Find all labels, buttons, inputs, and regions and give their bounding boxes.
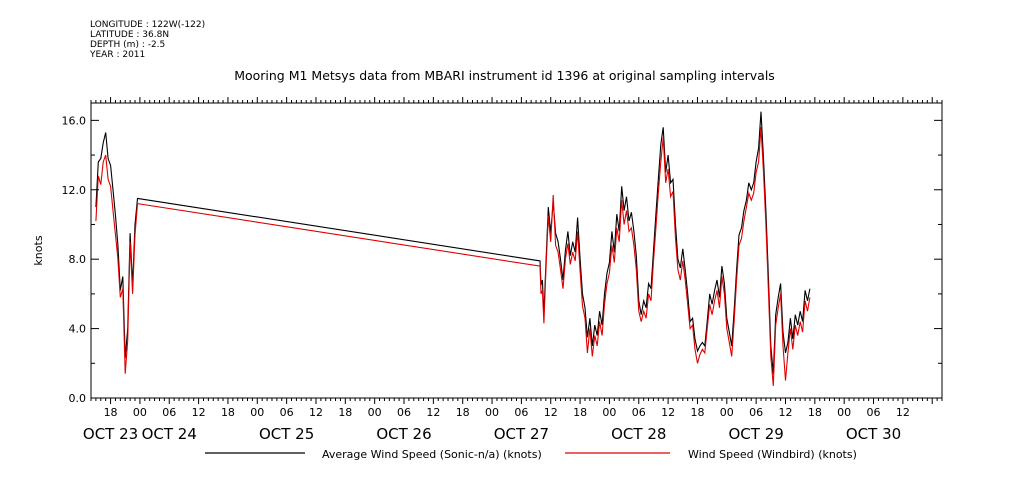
x-tick-label: 18 (221, 406, 235, 419)
x-day-label: OCT 27 (494, 425, 549, 443)
metadata-block: LONGITUDE : 122W(-122) LATITUDE : 36.8N … (90, 20, 205, 60)
x-tick-label: 06 (397, 406, 411, 419)
x-tick-label: 00 (133, 406, 147, 419)
legend-label-0: Average Wind Speed (Sonic-n/a) (knots) (322, 448, 542, 461)
y-tick-label: 16.0 (62, 114, 87, 127)
x-tick-label: 18 (573, 406, 587, 419)
x-tick-label: 12 (544, 406, 558, 419)
x-tick-label: 06 (162, 406, 176, 419)
y-tick-label: 12.0 (62, 184, 87, 197)
y-tick-label: 4.0 (69, 323, 87, 336)
x-tick-label: 06 (280, 406, 294, 419)
series-line-1 (95, 127, 811, 386)
x-tick-label: 18 (338, 406, 352, 419)
x-tick-label: 06 (632, 406, 646, 419)
year-text: YEAR : 2011 (90, 50, 146, 60)
x-tick-label: 00 (837, 406, 851, 419)
x-tick-label: 18 (104, 406, 118, 419)
x-tick-label: 00 (250, 406, 264, 419)
x-day-label: OCT 28 (611, 425, 666, 443)
x-tick-label: 12 (426, 406, 440, 419)
chart-title: Mooring M1 Metsys data from MBARI instru… (234, 68, 775, 83)
y-tick-label: 8.0 (69, 253, 87, 266)
x-tick-label: 06 (514, 406, 528, 419)
latitude-text: LATITUDE : 36.8N (90, 30, 170, 40)
x-day-label: OCT 24 (142, 425, 197, 443)
x-tick-label: 18 (690, 406, 704, 419)
y-axis-label: knots (32, 235, 45, 265)
x-day-label: OCT 29 (728, 425, 783, 443)
depth-text: DEPTH (m) : -2.5 (90, 40, 166, 50)
y-tick-label: 0.0 (69, 392, 87, 405)
x-tick-label: 12 (309, 406, 323, 419)
x-tick-label: 12 (192, 406, 206, 419)
plot-frame (90, 102, 943, 399)
x-tick-label: 06 (867, 406, 881, 419)
series-line-0 (95, 111, 811, 374)
longitude-text: LONGITUDE : 122W(-122) (90, 20, 206, 30)
x-tick-label: 00 (368, 406, 382, 419)
x-tick-label: 06 (749, 406, 763, 419)
x-tick-label: 12 (896, 406, 910, 419)
x-tick-label: 00 (485, 406, 499, 419)
x-tick-label: 18 (808, 406, 822, 419)
legend-label-1: Wind Speed (Windbird) (knots) (688, 448, 857, 461)
x-tick-label: 12 (661, 406, 675, 419)
x-day-label: OCT 26 (376, 425, 431, 443)
x-tick-label: 18 (456, 406, 470, 419)
x-tick-label: 12 (778, 406, 792, 419)
x-day-label: OCT 23 (83, 425, 138, 443)
x-tick-label: 00 (602, 406, 616, 419)
x-tick-label: 00 (720, 406, 734, 419)
x-day-label: OCT 30 (846, 425, 901, 443)
x-day-label: OCT 25 (259, 425, 314, 443)
